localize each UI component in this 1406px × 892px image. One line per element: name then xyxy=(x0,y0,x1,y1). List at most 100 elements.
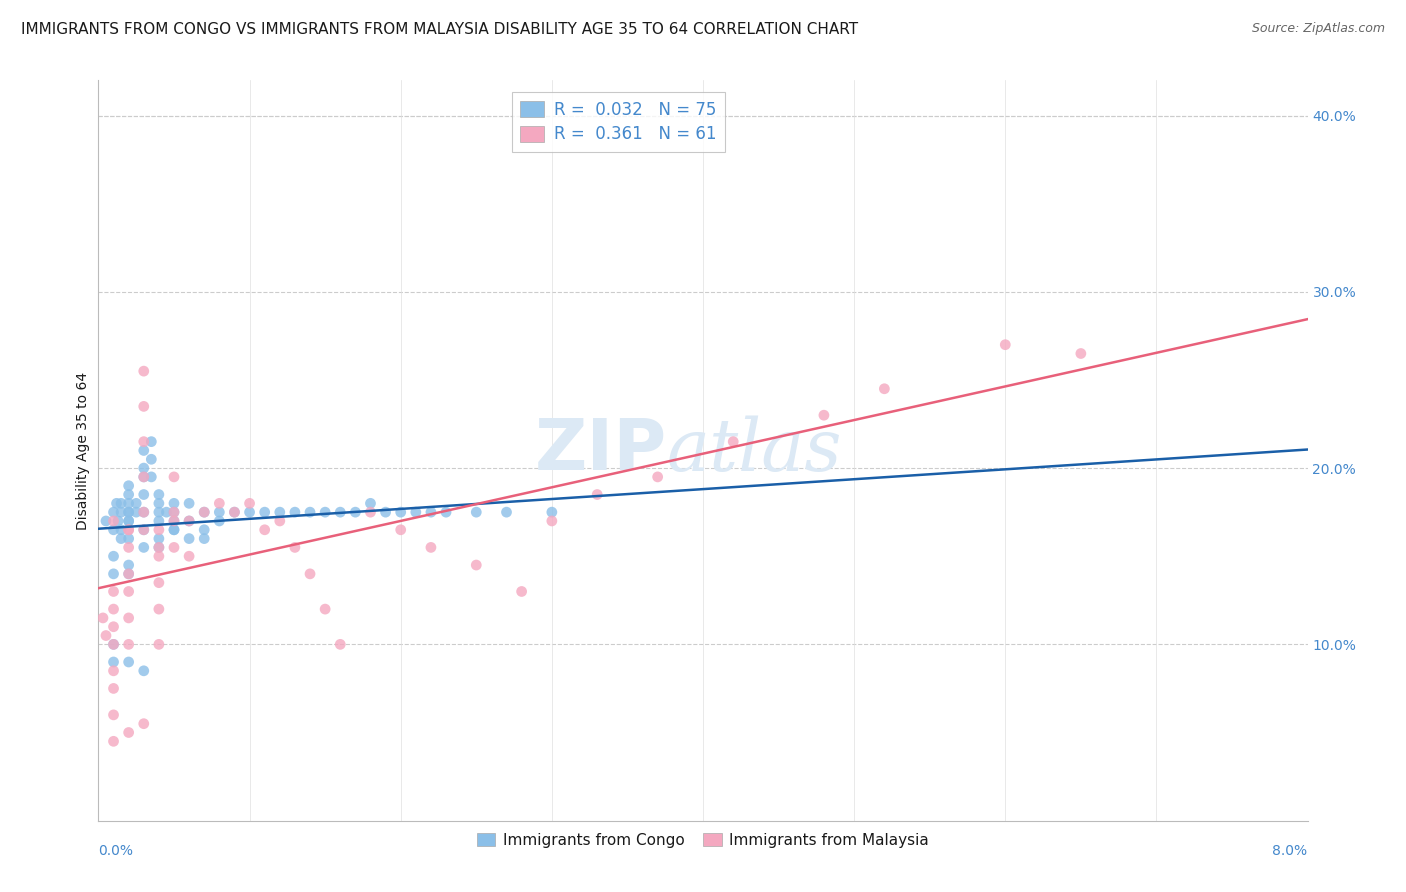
Point xyxy=(103,637,125,651)
Point xyxy=(253,523,276,537)
Point xyxy=(118,541,141,555)
Point xyxy=(118,532,141,546)
Point xyxy=(148,637,170,651)
Legend: Immigrants from Congo, Immigrants from Malaysia: Immigrants from Congo, Immigrants from M… xyxy=(471,826,935,854)
Point xyxy=(208,514,231,528)
Point xyxy=(465,558,488,572)
Point xyxy=(647,470,669,484)
Point xyxy=(94,628,117,642)
Point xyxy=(1070,346,1092,360)
Text: ZIP: ZIP xyxy=(534,416,666,485)
Point xyxy=(132,716,155,731)
Point xyxy=(103,664,125,678)
Point xyxy=(103,707,125,722)
Point xyxy=(239,505,262,519)
Point xyxy=(148,602,170,616)
Point xyxy=(132,470,155,484)
Point xyxy=(179,532,201,546)
Point xyxy=(163,514,186,528)
Point xyxy=(103,523,125,537)
Point xyxy=(148,541,170,555)
Point xyxy=(179,514,201,528)
Point xyxy=(132,523,155,537)
Point xyxy=(103,566,125,581)
Point xyxy=(141,470,163,484)
Point xyxy=(420,505,443,519)
Point xyxy=(540,514,562,528)
Point xyxy=(148,505,170,519)
Text: IMMIGRANTS FROM CONGO VS IMMIGRANTS FROM MALAYSIA DISABILITY AGE 35 TO 64 CORREL: IMMIGRANTS FROM CONGO VS IMMIGRANTS FROM… xyxy=(21,22,858,37)
Point xyxy=(118,566,141,581)
Point xyxy=(465,505,488,519)
Point xyxy=(132,523,155,537)
Point xyxy=(132,505,155,519)
Point xyxy=(132,364,155,378)
Point xyxy=(132,443,155,458)
Point xyxy=(103,681,125,696)
Point xyxy=(163,523,186,537)
Point xyxy=(118,637,141,651)
Point xyxy=(103,637,125,651)
Point xyxy=(148,514,170,528)
Point xyxy=(284,541,307,555)
Point xyxy=(420,541,443,555)
Point xyxy=(118,566,141,581)
Point xyxy=(224,505,246,519)
Point xyxy=(141,452,163,467)
Point xyxy=(132,400,155,414)
Point xyxy=(179,496,201,510)
Point xyxy=(118,523,141,537)
Point xyxy=(110,523,132,537)
Point xyxy=(360,496,382,510)
Point xyxy=(299,505,322,519)
Point xyxy=(586,487,609,501)
Point xyxy=(103,655,125,669)
Point xyxy=(118,611,141,625)
Point xyxy=(118,505,141,519)
Point xyxy=(132,505,155,519)
Point xyxy=(155,505,177,519)
Point xyxy=(269,514,291,528)
Point xyxy=(103,602,125,616)
Point xyxy=(193,505,215,519)
Point xyxy=(148,487,170,501)
Point xyxy=(208,496,231,510)
Point xyxy=(103,549,125,564)
Point xyxy=(434,505,457,519)
Point xyxy=(314,505,336,519)
Point xyxy=(103,505,125,519)
Point xyxy=(239,496,262,510)
Text: atlas: atlas xyxy=(666,415,842,486)
Point xyxy=(540,505,562,519)
Point xyxy=(107,514,129,528)
Point xyxy=(193,532,215,546)
Point xyxy=(110,496,132,510)
Point xyxy=(510,584,533,599)
Point xyxy=(389,523,412,537)
Point xyxy=(148,496,170,510)
Point xyxy=(269,505,291,519)
Point xyxy=(148,541,170,555)
Point xyxy=(105,496,128,510)
Point xyxy=(163,541,186,555)
Point xyxy=(132,487,155,501)
Text: 8.0%: 8.0% xyxy=(1272,845,1308,858)
Point xyxy=(994,337,1017,351)
Point xyxy=(132,434,155,449)
Point xyxy=(110,505,132,519)
Point xyxy=(873,382,896,396)
Point xyxy=(344,505,367,519)
Point xyxy=(118,505,141,519)
Point xyxy=(132,470,155,484)
Point xyxy=(224,505,246,519)
Point xyxy=(118,487,141,501)
Point xyxy=(118,558,141,572)
Point xyxy=(103,584,125,599)
Point xyxy=(163,505,186,519)
Point xyxy=(148,523,170,537)
Point xyxy=(118,523,141,537)
Point xyxy=(125,505,148,519)
Point xyxy=(389,505,412,519)
Y-axis label: Disability Age 35 to 64: Disability Age 35 to 64 xyxy=(76,371,90,530)
Point xyxy=(723,434,745,449)
